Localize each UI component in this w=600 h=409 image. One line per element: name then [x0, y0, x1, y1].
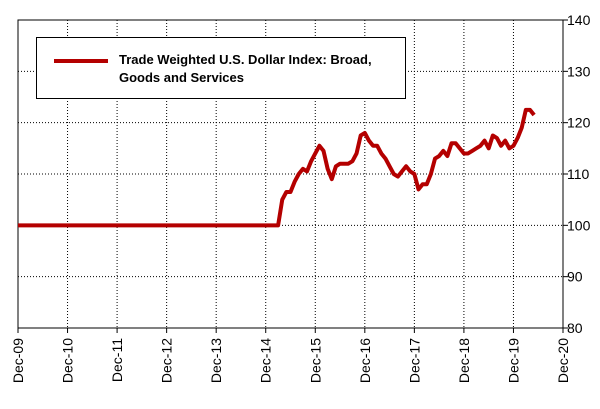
x-tick-label: Dec-14 — [258, 338, 274, 383]
x-tick-label: Dec-16 — [357, 338, 373, 383]
y-tick-label: 80 — [567, 320, 583, 336]
y-tick-label: 130 — [567, 63, 591, 79]
x-tick-label: Dec-11 — [109, 338, 125, 382]
y-tick-label: 110 — [567, 166, 590, 182]
x-tick-label: Dec-17 — [406, 338, 422, 383]
plot-frame — [17, 19, 564, 329]
legend: Trade Weighted U.S. Dollar Index: Broad,… — [36, 37, 406, 99]
y-tick-label: 120 — [567, 115, 591, 131]
y-tick-label: 140 — [567, 12, 591, 28]
y-tick-label: 90 — [567, 269, 583, 285]
legend-swatch — [54, 59, 108, 63]
x-tick-label: Dec-09 — [10, 338, 26, 383]
x-tick-label: Dec-13 — [208, 338, 224, 383]
x-tick-label: Dec-19 — [505, 338, 521, 383]
x-tick-label: Dec-15 — [307, 338, 323, 383]
x-tick-label: Dec-10 — [60, 338, 76, 383]
y-tick-label: 100 — [567, 217, 591, 233]
legend-label: Trade Weighted U.S. Dollar Index: Broad,… — [119, 52, 372, 85]
x-tick-label: Dec-18 — [456, 338, 472, 383]
x-tick-label: Dec-12 — [159, 338, 175, 383]
x-tick-label: Dec-20 — [555, 338, 571, 383]
data-line — [18, 107, 536, 228]
